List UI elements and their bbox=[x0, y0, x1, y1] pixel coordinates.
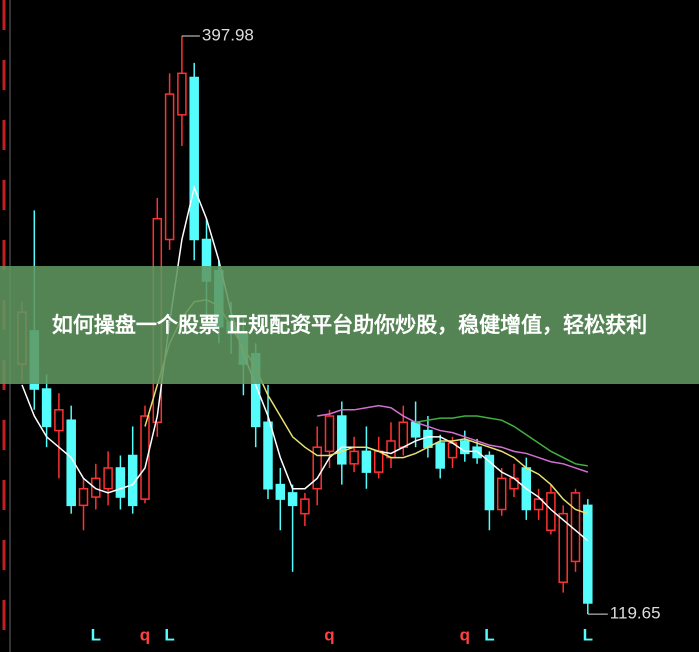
signal-marker: q bbox=[460, 625, 470, 644]
moving-average-line bbox=[415, 415, 588, 467]
candle-body bbox=[78, 487, 89, 507]
candle-body bbox=[546, 492, 556, 532]
signal-marker: L bbox=[484, 625, 494, 644]
candle-body bbox=[460, 440, 470, 455]
candle-body bbox=[115, 467, 126, 498]
candle-body bbox=[423, 429, 433, 448]
candle-body bbox=[324, 415, 335, 453]
candle-body bbox=[472, 446, 482, 459]
candle-body bbox=[103, 467, 113, 490]
candle-body bbox=[435, 442, 445, 469]
signal-marker: L bbox=[583, 625, 593, 644]
candle-body bbox=[361, 450, 372, 473]
candle-body bbox=[349, 450, 359, 465]
candle-body bbox=[54, 409, 64, 432]
candle-body bbox=[287, 492, 298, 507]
candle-body bbox=[177, 72, 187, 116]
candle-body bbox=[275, 483, 286, 500]
candle-body bbox=[91, 477, 101, 498]
signal-marker: q bbox=[140, 625, 150, 644]
signal-marker: q bbox=[324, 625, 334, 644]
signal-marker: L bbox=[91, 625, 101, 644]
candle-body bbox=[263, 421, 273, 490]
signal-marker: L bbox=[164, 625, 174, 644]
candle-body bbox=[484, 454, 495, 511]
candle-body bbox=[398, 421, 409, 448]
candle-body bbox=[164, 93, 175, 241]
candle-body bbox=[386, 440, 396, 459]
candle-body bbox=[337, 415, 347, 465]
candle-body bbox=[66, 419, 76, 507]
high-label: 397.98 bbox=[202, 25, 254, 44]
candle-body bbox=[312, 446, 322, 490]
banner-title: 如何操盘一个股票 正规配资平台助你炒股，稳健增值，轻松获利 bbox=[0, 266, 699, 384]
candle-body bbox=[558, 512, 568, 583]
low-label: 119.65 bbox=[610, 604, 661, 623]
moving-average-line bbox=[317, 404, 589, 473]
candle-body bbox=[41, 388, 52, 428]
candle-body bbox=[496, 477, 507, 511]
candle-body bbox=[410, 421, 421, 438]
candle-body bbox=[533, 498, 544, 511]
moving-average-line bbox=[21, 185, 589, 542]
candle-body bbox=[373, 450, 384, 473]
candle-body bbox=[140, 415, 150, 500]
candle-body bbox=[583, 504, 593, 604]
candle-body bbox=[300, 498, 310, 515]
candle-body bbox=[189, 76, 199, 241]
